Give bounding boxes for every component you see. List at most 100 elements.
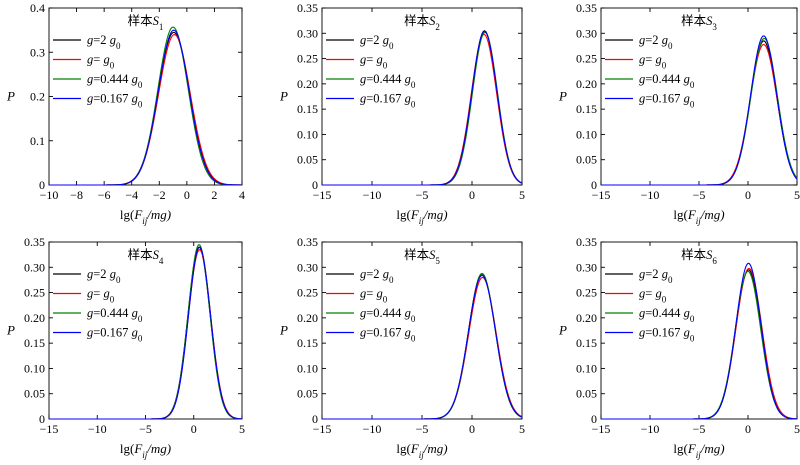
x-tick-label: −4: [125, 188, 138, 202]
legend: g=2 g0 g= g0g=0.444 g0 g=0.167 g0: [326, 267, 416, 344]
subplot-title: 样本S3: [681, 13, 717, 32]
series-line-4: [601, 35, 798, 186]
y-tick-label: 0.2: [30, 90, 45, 104]
x-tick-label: −6: [98, 188, 111, 202]
y-axis-label: P: [6, 323, 15, 338]
legend-label: g= g0: [360, 287, 388, 305]
x-tick-label: −15: [313, 188, 332, 202]
x-tick-label: −5: [416, 188, 429, 202]
series-line-2: [601, 43, 798, 186]
legend-label: g=2 g0: [639, 267, 673, 285]
x-tick-label: 0: [745, 188, 751, 202]
y-tick-label: 0.25: [576, 52, 597, 66]
legend-label: g=0.444 g0: [87, 306, 143, 324]
legend: g=2 g0 g= g0g=0.444 g0 g=0.167 g0: [326, 33, 416, 110]
y-tick-label: 0.4: [30, 1, 45, 15]
y-tick-label: 0.35: [576, 235, 597, 249]
x-tick-label: 0: [191, 422, 197, 436]
legend-label: g=0.167 g0: [87, 326, 143, 344]
legend-label: g=2 g0: [87, 33, 121, 51]
series-line-4: [49, 29, 242, 186]
plot-frame: [600, 241, 798, 420]
x-tick-label: 0: [469, 422, 475, 436]
series-line-3: [322, 272, 523, 420]
legend-label: g=0.444 g0: [639, 306, 695, 324]
x-tick-label: 0: [184, 188, 190, 202]
legend-label: g=0.167 g0: [639, 326, 695, 344]
y-tick-label: 0.30: [297, 260, 318, 274]
series-line-3: [601, 37, 798, 186]
legend-label: g=0.444 g0: [360, 72, 416, 90]
legend-label: g=2 g0: [360, 33, 394, 51]
x-tick-label: −15: [592, 422, 611, 436]
legend-label: g=0.444 g0: [360, 306, 416, 324]
subplot-title: 样本S6: [681, 247, 717, 266]
x-tick-label: −15: [40, 422, 59, 436]
x-tick-label: 5: [519, 422, 525, 436]
y-tick-label: 0.15: [297, 336, 318, 350]
subplot-2: −15 −10 −5 0 5 0 0.05 0.10 0.15 0.20 0.25 0.30 0.35 P…: [279, 1, 525, 226]
y-tick-label: 0.05: [576, 387, 597, 401]
x-tick-label: −10: [88, 422, 107, 436]
legend-label: g=0.444 g0: [639, 72, 695, 90]
y-tick-label: 0.1: [30, 134, 45, 148]
y-tick-label: 0.35: [576, 1, 597, 15]
y-tick-label: 0.10: [576, 127, 597, 141]
series-line-1: [49, 31, 243, 186]
y-axis-label: P: [558, 89, 567, 104]
y-tick-label: 0.30: [24, 260, 45, 274]
y-tick-label: 0: [591, 178, 597, 192]
series-line-1: [601, 269, 798, 420]
x-tick-label: −5: [139, 422, 152, 436]
legend-label: g=2 g0: [87, 267, 121, 285]
legend-label: g=0.167 g0: [360, 92, 416, 110]
x-axis-label: lg(Fij/mg): [673, 207, 724, 226]
legend-label: g= g0: [87, 287, 115, 305]
y-axis-label: P: [558, 323, 567, 338]
y-tick-label: 0.15: [576, 102, 597, 116]
series-line-1: [322, 273, 523, 420]
y-tick-label: 0.05: [297, 387, 318, 401]
x-axis-label: lg(Fij/mg): [120, 441, 171, 460]
plot-frame: [321, 241, 523, 420]
y-tick-label: 0: [39, 412, 45, 426]
y-tick-label: 0.15: [24, 336, 45, 350]
y-tick-label: 0.3: [30, 45, 45, 59]
y-tick-label: 0.20: [297, 77, 318, 91]
series-line-4: [601, 262, 798, 420]
y-tick-label: 0.20: [297, 311, 318, 325]
series-line-2: [601, 267, 798, 420]
x-axis-label: lg(Fij/mg): [673, 441, 724, 460]
y-tick-label: 0.35: [297, 1, 318, 15]
y-tick-label: 0.25: [24, 286, 45, 300]
legend-label: g=0.444 g0: [87, 72, 143, 90]
x-tick-label: 0: [469, 188, 475, 202]
y-tick-label: 0.20: [576, 311, 597, 325]
y-tick-label: 0: [39, 178, 45, 192]
x-tick-label: 2: [211, 188, 217, 202]
legend-label: g= g0: [87, 53, 115, 71]
plot-frame: [48, 241, 243, 420]
series-line-2: [322, 276, 523, 420]
x-tick-label: 5: [239, 422, 245, 436]
y-tick-label: 0: [312, 412, 318, 426]
legend-label: g= g0: [360, 53, 388, 71]
y-tick-label: 0.30: [576, 260, 597, 274]
subplot-5: −15 −10 −5 0 5 0 0.05 0.10 0.15 0.20 0.25 0.30 0.35 P…: [279, 235, 525, 460]
x-tick-label: −15: [313, 422, 332, 436]
x-tick-label: 5: [794, 422, 800, 436]
y-tick-label: 0.25: [297, 286, 318, 300]
x-tick-label: −5: [693, 422, 706, 436]
y-tick-label: 0.30: [297, 26, 318, 40]
plot-frame: [600, 7, 798, 186]
y-tick-label: 0.35: [297, 235, 318, 249]
legend-label: g=2 g0: [639, 33, 673, 51]
legend-label: g=0.167 g0: [87, 92, 143, 110]
y-tick-label: 0.20: [24, 311, 45, 325]
series-line-2: [49, 33, 242, 186]
y-tick-label: 0.10: [297, 361, 318, 375]
x-tick-label: 0: [745, 422, 751, 436]
series-line-4: [322, 274, 523, 420]
legend: g=2 g0 g= g0g=0.444 g0 g=0.167 g0: [605, 33, 695, 110]
